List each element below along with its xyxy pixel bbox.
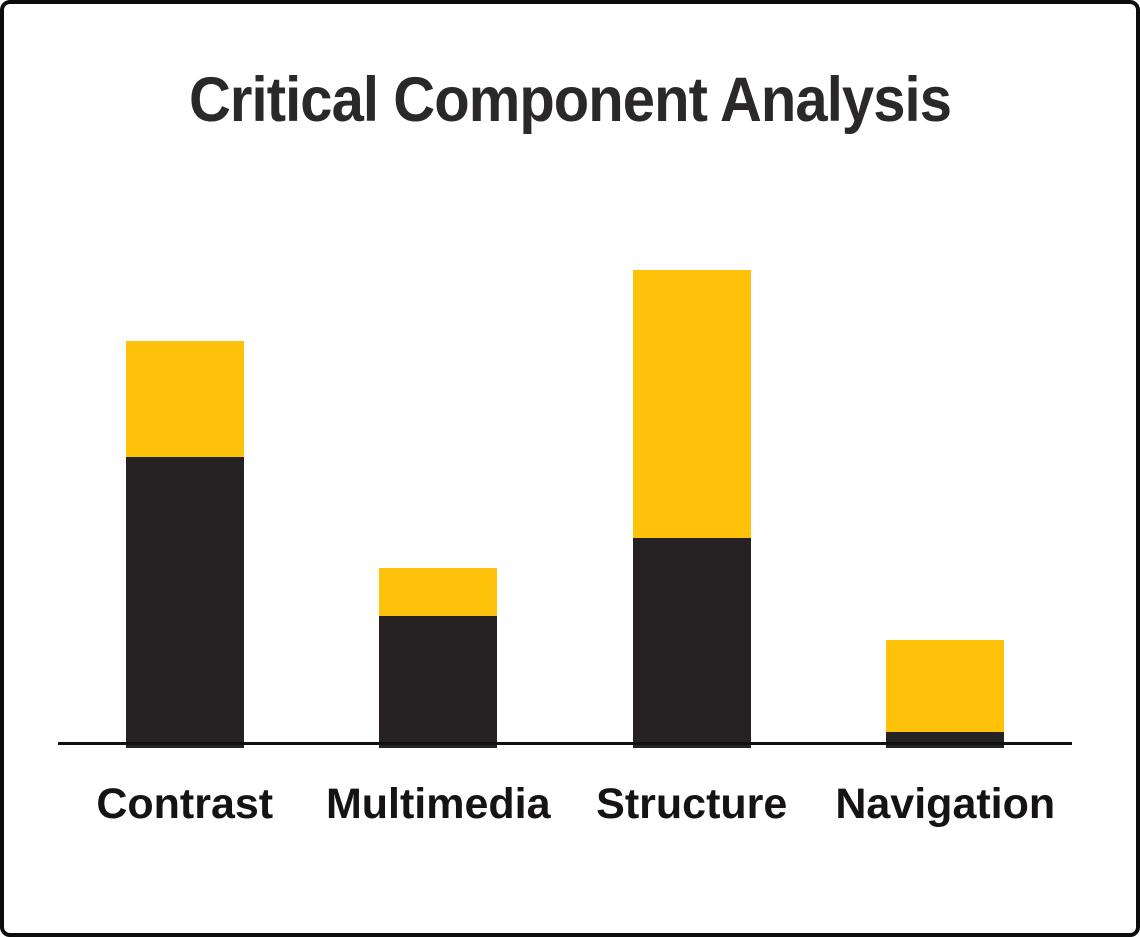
gold-top-segment [379,568,498,616]
stacked-bar-multimedia [379,568,498,748]
stacked-bar-structure [632,270,751,748]
gold-top-segment [886,640,1005,732]
x-axis-baseline [58,742,1072,745]
dark-bottom-segment [125,457,244,748]
x-axis-label-contrast: Contrast [96,780,274,828]
stacked-bar-contrast [125,341,244,748]
dark-bottom-segment [379,616,498,748]
plot-area [58,268,1072,748]
bar-column-structure [565,268,819,748]
x-axis-label-multimedia: Multimedia [325,780,551,828]
dark-bottom-segment [632,538,751,748]
chart-area: Contrast Multimedia Structure Navigation [58,268,1072,829]
gold-top-segment [632,270,751,538]
x-axis-labels: Contrast Multimedia Structure Navigation [58,780,1072,829]
x-axis-label-navigation: Navigation [835,780,1056,828]
dark-bottom-segment [886,732,1005,748]
gold-top-segment [125,341,244,457]
bar-column-multimedia [312,268,566,748]
x-axis-label-structure: Structure [596,780,788,828]
bar-column-navigation [819,268,1073,748]
bar-column-contrast [58,268,312,748]
chart-title: Critical Component Analysis [188,65,952,135]
stacked-bar-navigation [886,640,1005,748]
